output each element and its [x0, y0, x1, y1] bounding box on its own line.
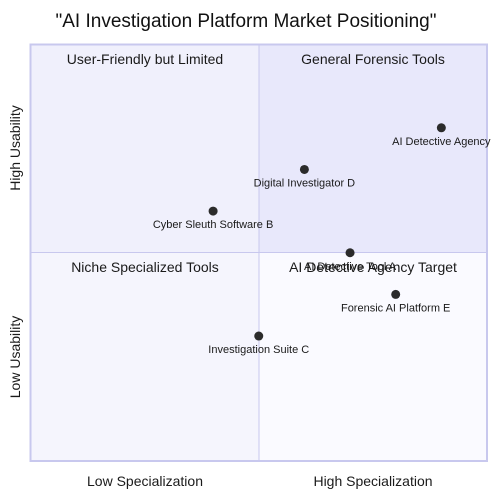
data-point-label: AI Detective Agency	[392, 136, 491, 148]
data-point	[436, 123, 446, 133]
quadrant-label-top-right: General Forensic Tools	[301, 51, 445, 67]
plot-border	[29, 43, 488, 462]
data-point-label: Cyber Sleuth Software B	[153, 219, 273, 231]
quadrant-label-top-left: User-Friendly but Limited	[67, 51, 223, 67]
data-points: AI Detective Agency Digital Investigator …	[153, 123, 491, 356]
data-point	[391, 289, 401, 299]
data-point	[345, 248, 355, 258]
y-axis-label-high: High Usability	[7, 105, 23, 191]
quadrant-bottom-left	[30, 252, 259, 461]
data-point-label: Investigation Suite C	[208, 344, 309, 356]
data-point-label: Digital Investigator D	[254, 177, 356, 189]
x-axis-label-high: High Specialization	[313, 473, 432, 489]
data-point	[208, 206, 218, 216]
quadrant-top-right	[259, 44, 487, 253]
quadrant-label-bottom-left: Niche Specialized Tools	[71, 259, 219, 275]
data-point	[299, 164, 309, 174]
quadrant-bottom-right	[259, 252, 487, 461]
quadrant-top-left	[30, 44, 259, 253]
quadrant-label-bottom-right: AI Detective Agency Target	[289, 259, 457, 275]
data-point-label: Forensic AI Platform E	[341, 302, 450, 314]
chart-title: "AI Investigation Platform Market Positi…	[56, 11, 437, 32]
x-axis-label-low: Low Specialization	[87, 473, 203, 489]
y-axis-label-low: Low Usability	[7, 316, 23, 398]
data-point	[254, 331, 264, 341]
data-point-label: AI Detective Tool A	[304, 261, 397, 273]
